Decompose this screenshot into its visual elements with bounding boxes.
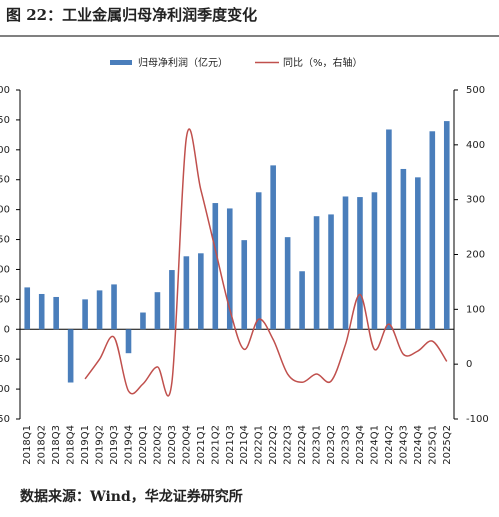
line	[84, 128, 448, 397]
bar	[53, 296, 59, 330]
y2-tick-label: 300	[466, 195, 485, 206]
bar	[111, 284, 117, 330]
bar	[255, 192, 262, 330]
x-tick-label: 2022Q3	[283, 425, 294, 465]
bar	[96, 290, 103, 330]
bar	[154, 292, 161, 330]
legend-swatch	[110, 60, 132, 65]
bar	[313, 216, 320, 330]
y-tick-label: 200	[0, 205, 10, 216]
bar	[24, 287, 31, 330]
x-tick-label: 2019Q2	[95, 425, 106, 465]
y-tick-label: -100	[0, 384, 10, 395]
y2-tick-label: -100	[466, 414, 489, 425]
bar	[443, 121, 450, 330]
x-tick-label: 2021Q2	[210, 425, 221, 465]
x-tick-label: 2024Q4	[413, 425, 424, 465]
x-tick-label: 2019Q4	[124, 425, 135, 465]
x-tick-label: 2018Q1	[22, 425, 33, 465]
y-tick-label: 100	[0, 264, 10, 275]
bar	[342, 196, 349, 330]
x-tick-label: 2018Q2	[37, 425, 48, 465]
bar	[400, 168, 407, 330]
x-tick-label: 2018Q3	[51, 425, 62, 465]
bar	[270, 165, 276, 330]
bar	[415, 177, 421, 330]
bar	[67, 329, 74, 383]
x-tick-label: 2023Q3	[341, 425, 352, 465]
x-tick-label: 2020Q1	[138, 425, 149, 465]
x-tick-label: 2019Q3	[109, 425, 120, 465]
x-tick-label: 2020Q3	[167, 425, 178, 465]
y-tick-label: 300	[0, 145, 10, 156]
x-tick-label: 2023Q1	[312, 425, 323, 465]
y-tick-label: -150	[0, 414, 10, 425]
x-tick-label: 2022Q1	[254, 425, 265, 465]
y-tick-label: -50	[0, 354, 10, 365]
x-tick-label: 2021Q1	[196, 425, 207, 465]
bar	[82, 299, 88, 330]
bar	[169, 270, 175, 330]
bar	[328, 214, 334, 330]
x-tick-label: 2024Q1	[369, 425, 380, 465]
x-tick-label: 2021Q3	[225, 425, 236, 465]
x-tick-label: 2022Q2	[268, 425, 279, 465]
y2-tick-label: 500	[466, 85, 485, 96]
y-tick-label: 50	[0, 294, 10, 305]
bar	[386, 129, 392, 330]
x-tick-label: 2019Q1	[80, 425, 91, 465]
x-tick-label: 2024Q3	[398, 425, 409, 465]
y2-tick-label: 100	[466, 304, 485, 315]
x-tick-label: 2021Q4	[239, 425, 250, 465]
bar	[212, 203, 219, 330]
y-tick-label: 350	[0, 115, 10, 126]
bar	[125, 329, 132, 354]
bar	[198, 253, 204, 330]
x-tick-label: 2025Q2	[442, 425, 453, 465]
x-tick-label: 2022Q4	[297, 425, 308, 465]
bar	[183, 256, 190, 330]
x-tick-label: 2020Q4	[181, 425, 192, 465]
y2-tick-label: 400	[466, 140, 485, 151]
y-tick-label: 0	[4, 324, 10, 335]
bar	[429, 131, 436, 330]
bar	[284, 237, 291, 330]
bar	[371, 192, 378, 330]
chart-title: 图 22：工业金属归母净利润季度变化	[6, 6, 257, 24]
y-tick-label: 250	[0, 175, 10, 186]
x-tick-label: 2020Q2	[152, 425, 163, 465]
source-note: 数据来源：Wind，华龙证券研究所	[20, 488, 243, 505]
x-tick-label: 2025Q1	[427, 425, 438, 465]
bar	[226, 208, 233, 330]
bar	[241, 240, 248, 330]
x-tick-label: 2024Q2	[384, 425, 395, 465]
y-tick-label: 150	[0, 235, 10, 246]
y-tick-label: 400	[0, 85, 10, 96]
x-tick-label: 2018Q4	[66, 425, 77, 465]
x-tick-label: 2023Q4	[355, 425, 366, 465]
legend-label: 同比（%，右轴）	[283, 56, 363, 69]
bar	[357, 197, 363, 330]
y2-tick-label: 0	[466, 359, 472, 370]
x-tick-label: 2023Q2	[326, 425, 337, 465]
bar	[38, 293, 45, 330]
bar	[140, 312, 146, 330]
legend-label: 归母净利润（亿元）	[138, 56, 228, 69]
bar	[299, 271, 305, 330]
y2-tick-label: 200	[466, 250, 485, 261]
